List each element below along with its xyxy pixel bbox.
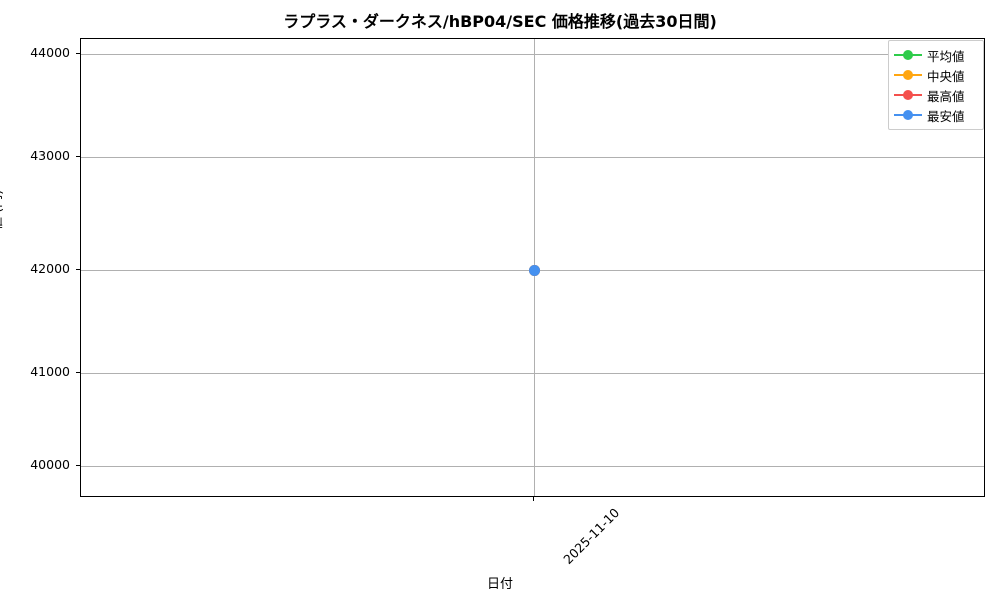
y-tick-mark — [76, 53, 80, 55]
gridline-horizontal — [81, 466, 984, 467]
gridline-horizontal — [81, 157, 984, 158]
legend-item-2[interactable]: 中央値 — [889, 65, 983, 85]
y-tick-label: 41000 — [30, 364, 70, 379]
legend-item-1[interactable]: 平均値 — [889, 45, 983, 65]
y-tick-label: 44000 — [30, 45, 70, 60]
page-title: ラプラス・ダークネス/hBP04/SEC 価格推移(過去30日間) — [283, 12, 717, 31]
gridline-horizontal — [81, 373, 984, 374]
legend-marker-icon — [894, 49, 922, 61]
y-tick-mark — [76, 372, 80, 374]
x-tick-label: 2025-11-10 — [560, 505, 623, 567]
legend-item-label: 最高値 — [927, 88, 965, 104]
y-tick-mark — [76, 269, 80, 271]
legend-item-label: 最安値 — [927, 108, 965, 124]
legend-marker-icon — [894, 109, 922, 121]
y-tick-mark — [76, 465, 80, 467]
legend-item-label: 平均値 — [927, 48, 965, 64]
y-tick-label: 42000 — [30, 261, 70, 276]
y-tick-label: 40000 — [30, 457, 70, 472]
legend-item-3[interactable]: 最高値 — [889, 85, 983, 105]
gridline-horizontal — [81, 54, 984, 55]
y-tick-label: 43000 — [30, 148, 70, 163]
legend-item-4[interactable]: 最安値 — [889, 105, 983, 125]
chart-legend: 平均値中央値最高値最安値 — [888, 40, 984, 130]
y-axis-label: 値 (円) — [0, 189, 5, 230]
legend-marker-icon — [894, 89, 922, 101]
y-tick-mark — [76, 156, 80, 158]
plot-area — [80, 38, 985, 497]
legend-marker-icon — [894, 69, 922, 81]
x-tick-mark — [533, 497, 535, 501]
data-point-marker — [528, 264, 540, 276]
x-axis-label: 日付 — [486, 577, 513, 592]
legend-item-label: 中央値 — [927, 68, 965, 84]
